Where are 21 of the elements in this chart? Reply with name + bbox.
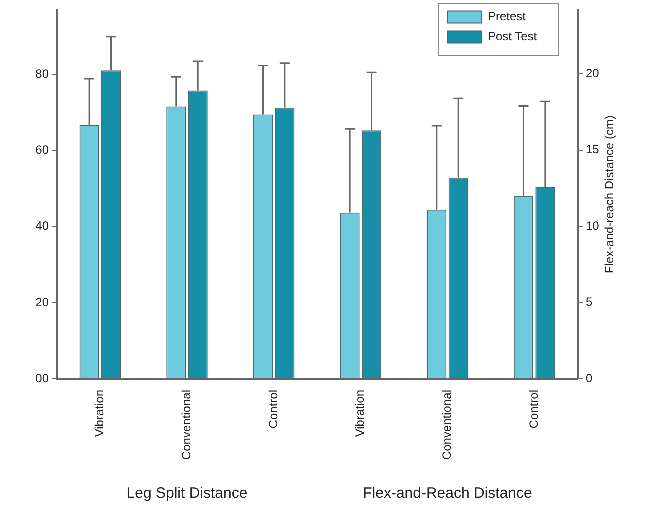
y-tick-label: 80 bbox=[36, 67, 50, 82]
y-tick-label: 20 bbox=[36, 295, 50, 310]
x-tick-label: Vibration bbox=[353, 390, 368, 438]
y2-tick-label: 0 bbox=[586, 371, 593, 386]
x-tick-label: Vibration bbox=[92, 390, 107, 438]
y2-tick-label: 15 bbox=[586, 142, 600, 157]
text: Leg Split Distance bbox=[126, 485, 248, 502]
y2-tick-label: 5 bbox=[586, 295, 593, 310]
x-tick-label: Conventional bbox=[180, 390, 194, 460]
legend-label: Post Test bbox=[488, 30, 538, 44]
x-tick-label: Conventional bbox=[440, 390, 454, 460]
y2-tick-label: 20 bbox=[586, 66, 600, 81]
y-tick-label: 40 bbox=[36, 219, 50, 234]
y2-tick-label: 10 bbox=[586, 218, 600, 233]
x-tick-label: Control bbox=[526, 390, 541, 429]
y-tick-label: 00 bbox=[36, 371, 50, 386]
text: Flex-and-Reach Distance bbox=[363, 485, 532, 502]
y2-axis-title: Flex-and-reach Distance (cm) bbox=[602, 116, 616, 274]
x-tick-label: Control bbox=[266, 390, 280, 429]
y-tick-label: 60 bbox=[36, 143, 50, 158]
legend-label: Pretest bbox=[488, 10, 527, 24]
